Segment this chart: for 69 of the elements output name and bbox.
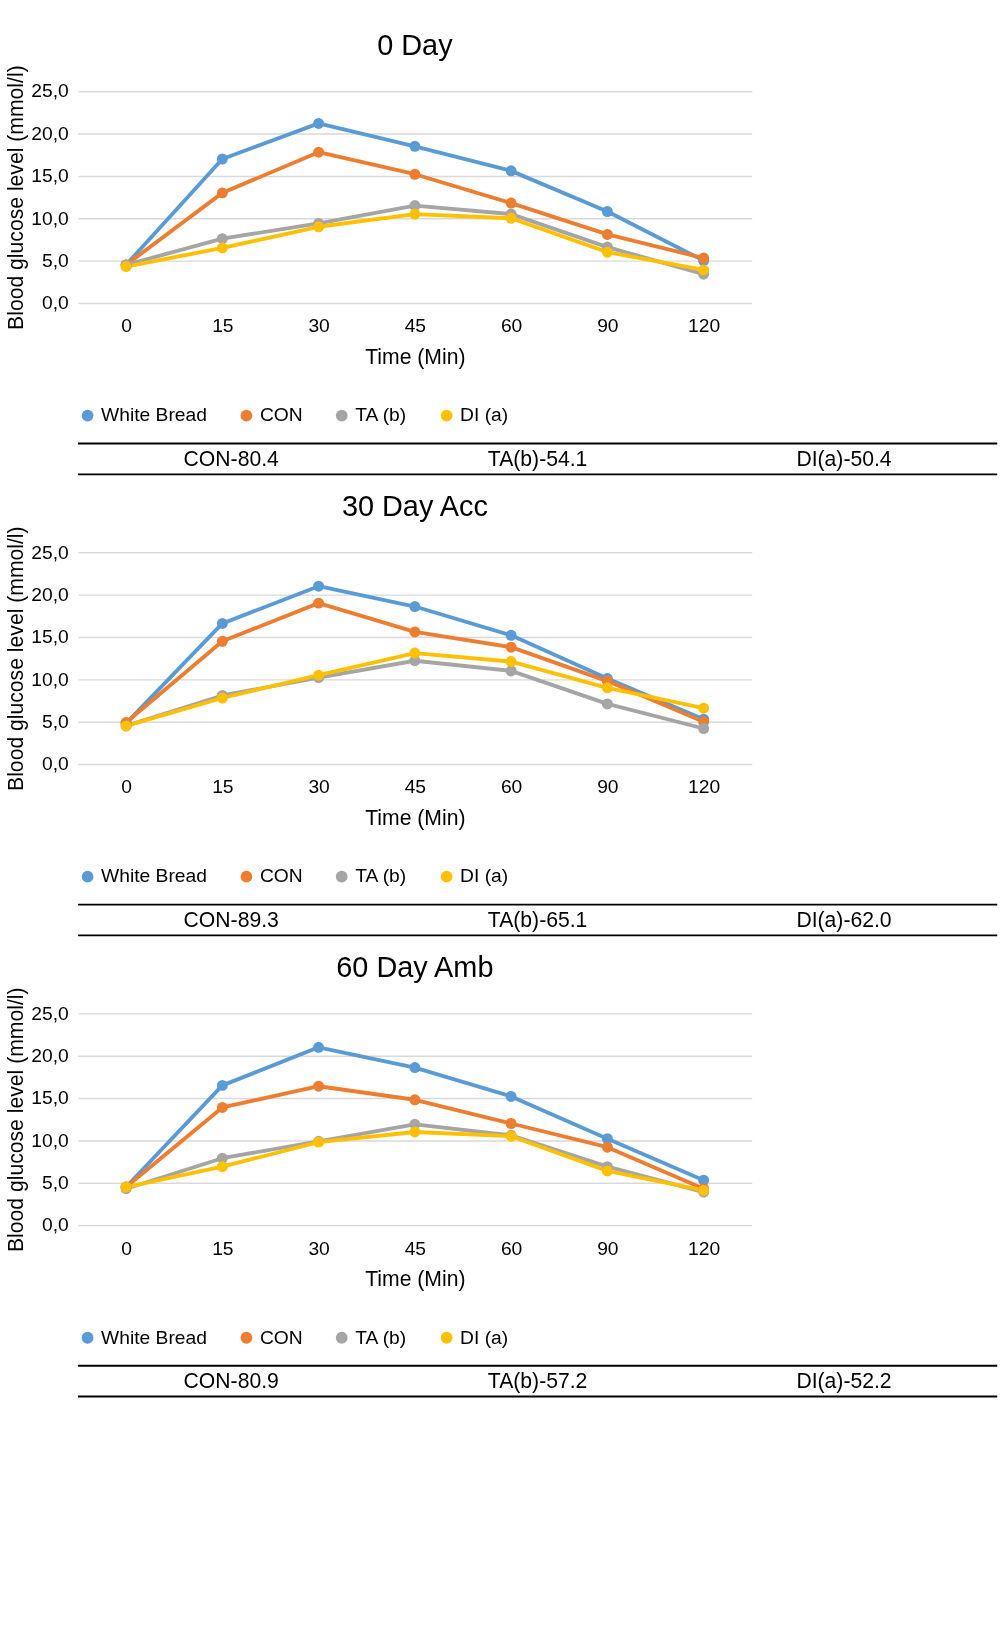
y-tick-label: 25,0	[31, 80, 69, 102]
text: DI(a)-52.2	[796, 1368, 892, 1393]
text: CON-80.4	[183, 446, 280, 470]
x-tick-label: 15	[212, 1237, 234, 1259]
y-tick-label: 0,0	[42, 1214, 69, 1236]
chart-title: 30 Day Acc	[341, 490, 488, 523]
x-tick-label: 15	[212, 315, 234, 337]
y-tick-label: 5,0	[42, 249, 69, 271]
chart-title: 0 Day	[377, 29, 454, 62]
legend-label: TA (b)	[355, 865, 407, 887]
y-tick-label: 25,0	[31, 541, 69, 563]
x-tick-label: 120	[688, 315, 721, 337]
y-tick-label: 15,0	[31, 165, 69, 187]
x-tick-label: 90	[597, 776, 619, 798]
x-tick-label: 30	[308, 776, 330, 798]
y-tick-label: 20,0	[31, 583, 69, 605]
x-tick-label: 120	[688, 1237, 721, 1259]
legend-label: CON	[259, 404, 303, 426]
x-tick-label: 120	[688, 776, 721, 798]
y-tick-label: 15,0	[31, 626, 69, 648]
x-axis-title: Time (Min)	[365, 806, 466, 831]
x-axis-title: Time (Min)	[365, 1267, 466, 1292]
y-tick-label: 20,0	[31, 122, 69, 144]
y-tick-label: 5,0	[42, 710, 69, 732]
y-axis-title: Blood glucose level (mmol/l)	[3, 987, 28, 1253]
x-tick-label: 90	[597, 1237, 619, 1259]
y-tick-label: 20,0	[31, 1044, 69, 1066]
x-tick-label: 45	[404, 315, 427, 337]
y-tick-label: 25,0	[31, 1002, 69, 1024]
chart-title: 60 Day Amb	[336, 951, 494, 984]
y-axis-title: Blood glucose level (mmol/l)	[3, 65, 28, 330]
text: CON-80.9	[183, 1368, 279, 1392]
y-tick-label: 10,0	[31, 1129, 69, 1151]
x-tick-label: 90	[597, 315, 619, 337]
y-tick-label: 10,0	[31, 207, 69, 229]
y-tick-label: 0,0	[42, 753, 69, 775]
legend-label: TA (b)	[355, 1326, 407, 1348]
legend-label: White Bread	[101, 404, 208, 426]
text: CON-89.3	[183, 907, 279, 931]
x-tick-label: 60	[500, 315, 523, 337]
text: TA(b)-65.1	[487, 907, 588, 932]
legend-label: CON	[259, 1326, 303, 1348]
x-tick-label: 45	[404, 776, 427, 798]
text: DI(a)-62.0	[796, 907, 892, 932]
y-tick-label: 0,0	[42, 292, 69, 314]
y-axis-title: Blood glucose level (mmol/l)	[3, 526, 28, 791]
x-tick-label: 30	[308, 1237, 330, 1259]
x-tick-label: 60	[500, 1237, 523, 1259]
x-tick-label: 0	[121, 315, 132, 337]
x-tick-label: 15	[212, 776, 234, 798]
legend-label: TA (b)	[355, 404, 407, 426]
legend-label: DI (a)	[460, 865, 509, 887]
x-tick-label: 30	[308, 315, 330, 337]
x-axis-title: Time (Min)	[365, 345, 466, 370]
x-tick-label: 0	[121, 776, 132, 798]
legend-label: DI (a)	[460, 1326, 509, 1348]
legend-label: White Bread	[101, 865, 208, 887]
legend-label: White Bread	[101, 1326, 208, 1348]
legend-label: DI (a)	[460, 404, 509, 426]
text: TA(b)-54.1	[487, 446, 588, 471]
x-tick-label: 45	[404, 1237, 427, 1259]
text: TA(b)-57.2	[487, 1368, 588, 1393]
x-tick-label: 0	[121, 1237, 132, 1259]
y-tick-label: 15,0	[31, 1087, 69, 1109]
legend-label: CON	[259, 865, 303, 887]
x-tick-label: 60	[500, 776, 523, 798]
text: DI(a)-50.4	[796, 446, 892, 471]
y-tick-label: 5,0	[42, 1172, 69, 1194]
y-tick-label: 10,0	[31, 668, 69, 690]
